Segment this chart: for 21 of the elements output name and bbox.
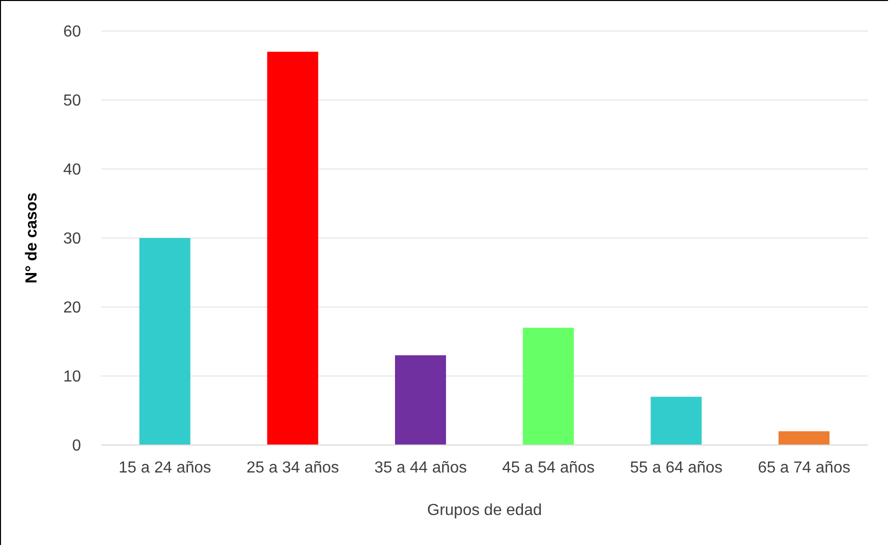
bar <box>778 431 830 445</box>
x-tick-label: 15 a 24 años <box>118 459 212 476</box>
bar <box>267 52 318 445</box>
y-tick-label: 60 <box>63 24 82 41</box>
y-tick-label: 0 <box>72 438 82 455</box>
x-tick-label: 35 a 44 años <box>374 459 467 476</box>
x-tick-label: 55 a 64 años <box>630 459 723 476</box>
bar <box>395 355 446 445</box>
bar <box>650 396 702 445</box>
bar <box>139 238 190 445</box>
y-tick-label: 20 <box>63 300 82 317</box>
y-tick-label: 10 <box>63 368 82 386</box>
bar <box>522 328 574 445</box>
x-tick-label: 45 a 54 años <box>502 459 595 476</box>
y-tick-label: 40 <box>63 162 82 179</box>
y-tick-label: 50 <box>63 92 82 110</box>
x-axis-title: Grupos de edad <box>427 502 542 519</box>
x-tick-label: 25 a 34 años <box>246 459 340 476</box>
x-tick-label: 65 a 74 años <box>758 459 850 476</box>
y-tick-label: 30 <box>63 230 82 248</box>
y-axis-title: N° de casos <box>24 192 41 284</box>
